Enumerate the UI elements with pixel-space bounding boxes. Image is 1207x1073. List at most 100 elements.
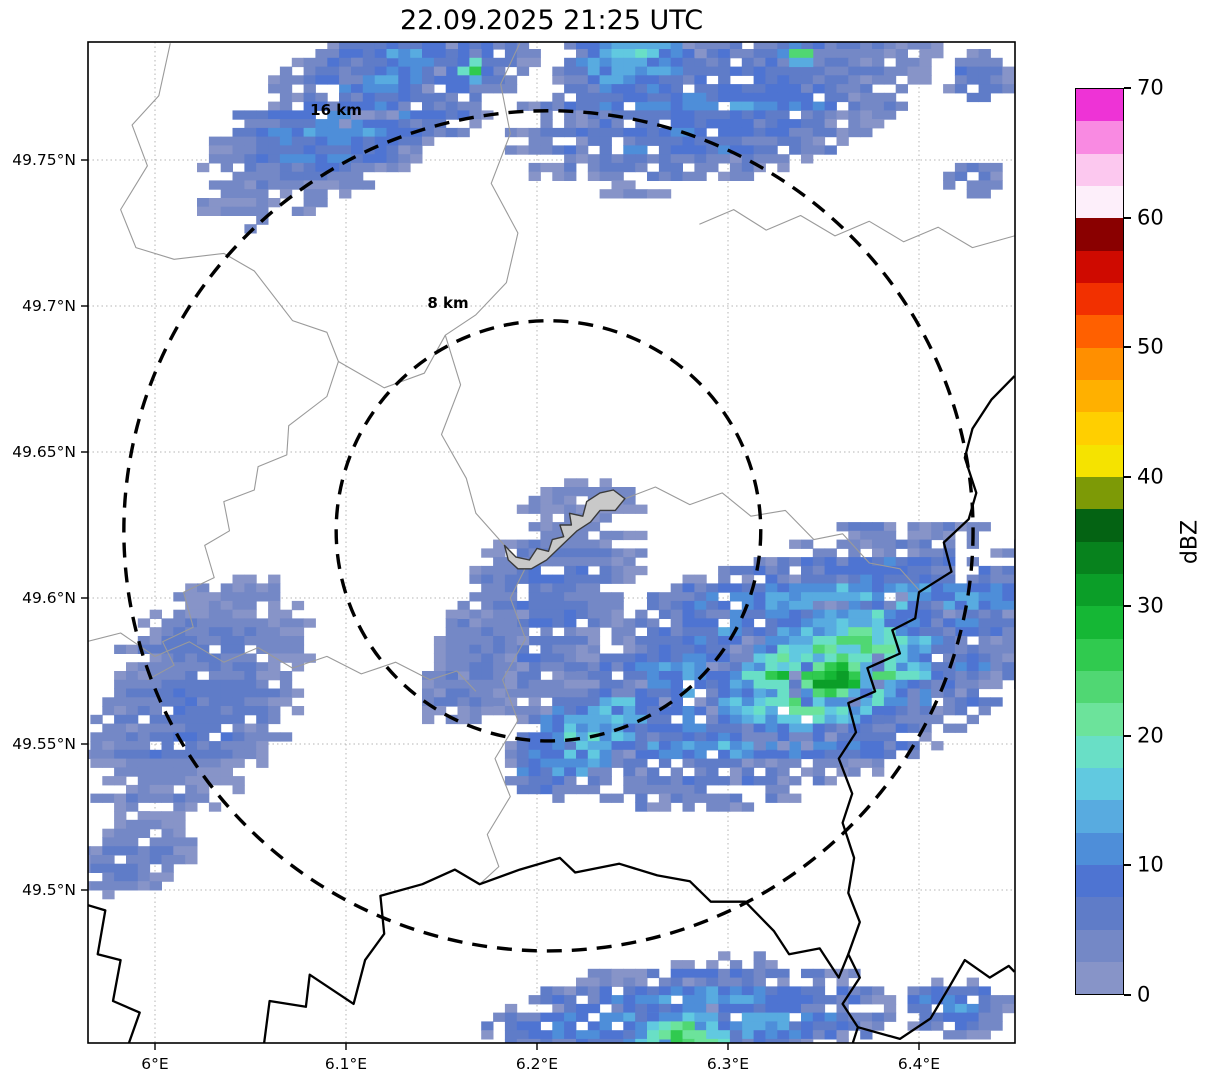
radar-cell <box>741 706 755 716</box>
radar-cell <box>812 636 826 646</box>
radar-cell <box>990 57 1003 68</box>
radar-cell <box>943 592 956 602</box>
radar-cell <box>682 1038 695 1043</box>
radar-cell <box>824 565 837 576</box>
radar-cell <box>741 119 755 129</box>
radar-cell <box>801 1065 813 1073</box>
radar-cell <box>729 968 743 979</box>
radar-cell <box>706 32 718 41</box>
radar-cell <box>540 741 553 751</box>
radar-cell <box>552 504 565 514</box>
radar-cell <box>789 776 802 786</box>
radar-cell <box>362 136 376 146</box>
radar-cell <box>954 1003 968 1014</box>
radar-cell <box>528 636 541 646</box>
radar-cell <box>433 110 447 120</box>
radar-cell <box>658 776 672 786</box>
radar-cell <box>623 749 636 760</box>
radar-cell <box>872 653 885 663</box>
radar-cell <box>279 154 293 164</box>
radar-cell <box>493 5 505 14</box>
radar-cell <box>528 688 541 698</box>
radar-cell <box>706 600 719 611</box>
radar-cell <box>812 57 826 68</box>
radar-cell <box>303 66 316 76</box>
radar-cell <box>587 162 601 173</box>
radar-cell <box>812 627 826 637</box>
colorbar-tick-label: 20 <box>1137 723 1164 748</box>
radar-cell <box>978 180 991 190</box>
radar-cell <box>564 119 577 129</box>
radar-cell <box>765 1038 778 1043</box>
radar-cell <box>789 75 802 85</box>
radar-cell <box>422 92 435 103</box>
radar-cell <box>185 758 198 768</box>
radar-cell <box>907 644 920 654</box>
radar-cell <box>493 557 506 567</box>
radar-cell <box>268 714 281 725</box>
radar-cell <box>647 688 660 698</box>
radar-cell <box>801 101 814 111</box>
radar-cell <box>552 995 565 1005</box>
radar-cell <box>682 784 695 795</box>
radar-cell <box>528 767 541 777</box>
radar-cell <box>315 136 328 146</box>
radar-cell <box>528 565 541 576</box>
radar-cell <box>587 101 601 111</box>
radar-cell <box>1002 644 1015 654</box>
radar-cell <box>824 92 837 103</box>
radar-cell <box>516 145 530 155</box>
radar-cell <box>990 644 1003 654</box>
radar-cell <box>919 636 932 646</box>
radar-cell <box>966 189 979 199</box>
radar-cell <box>978 1012 991 1022</box>
radar-cell <box>836 627 849 637</box>
radar-cell <box>279 110 293 120</box>
radar-cell <box>611 66 624 76</box>
radar-cell <box>564 592 577 602</box>
colorbar-segment <box>1076 864 1123 898</box>
radar-cell <box>824 101 837 111</box>
radar-cell <box>978 662 991 672</box>
radar-cell <box>102 697 115 707</box>
radar-cell <box>398 162 411 173</box>
radar-cell <box>919 557 932 567</box>
radar-cell <box>706 802 719 812</box>
radar-cell <box>741 92 755 103</box>
radar-cell <box>564 758 577 768</box>
radar-cell <box>931 671 944 681</box>
radar-cell <box>729 171 743 181</box>
radar-cell <box>232 583 245 593</box>
radar-cell <box>706 57 719 68</box>
radar-cell <box>741 618 755 628</box>
radar-cell <box>244 600 257 611</box>
radar-cell <box>173 671 186 681</box>
radar-cell <box>244 618 257 628</box>
radar-cell <box>576 1012 589 1022</box>
radar-cell <box>149 758 162 768</box>
radar-cell <box>812 688 826 698</box>
radar-cell <box>161 855 174 865</box>
radar-cell <box>729 767 743 777</box>
radar-cell <box>907 653 920 663</box>
radar-cell <box>789 14 801 23</box>
radar-cell <box>256 618 269 628</box>
radar-cell <box>469 75 482 85</box>
radar-cell <box>244 574 257 584</box>
radar-cell <box>931 600 944 611</box>
radar-cell <box>197 653 210 663</box>
radar-cell <box>161 872 174 882</box>
radar-cell <box>351 110 364 120</box>
radar-cell <box>670 154 683 164</box>
radar-cell <box>197 741 210 751</box>
radar-cell <box>635 706 648 716</box>
radar-cell <box>90 846 103 856</box>
radar-cell <box>635 968 648 979</box>
radar-cell <box>576 986 589 996</box>
radar-cell <box>576 487 589 497</box>
radar-cell <box>410 92 423 103</box>
radar-cell <box>824 776 837 786</box>
radar-cell <box>268 627 281 637</box>
radar-cell <box>528 714 541 725</box>
radar-cell <box>836 539 849 549</box>
